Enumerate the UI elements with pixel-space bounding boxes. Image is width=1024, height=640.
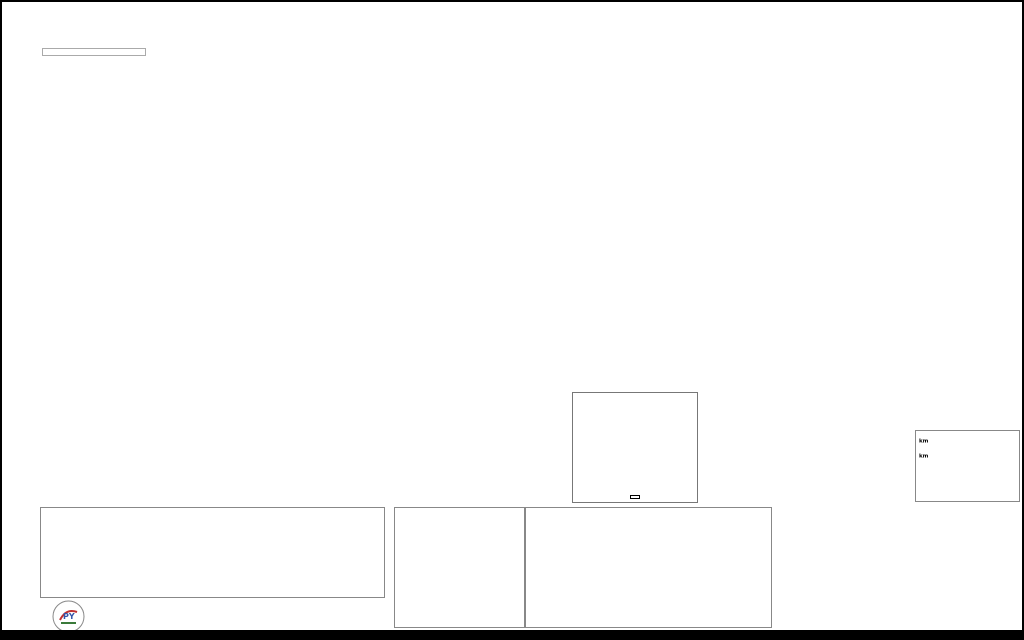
radar-valid-label [630,495,640,499]
shear-table [525,507,772,628]
radar-map-canvas [573,393,695,500]
thermo-table [40,507,385,598]
radar-inset-map [572,392,698,503]
rh-omega-table [394,507,525,628]
skewt-legend [42,48,146,56]
sounderpy-logo: PY [52,600,85,633]
bottom-bar [2,630,1022,638]
srh-bwd-box: km km [915,430,1020,502]
svg-text:PY: PY [63,612,75,621]
